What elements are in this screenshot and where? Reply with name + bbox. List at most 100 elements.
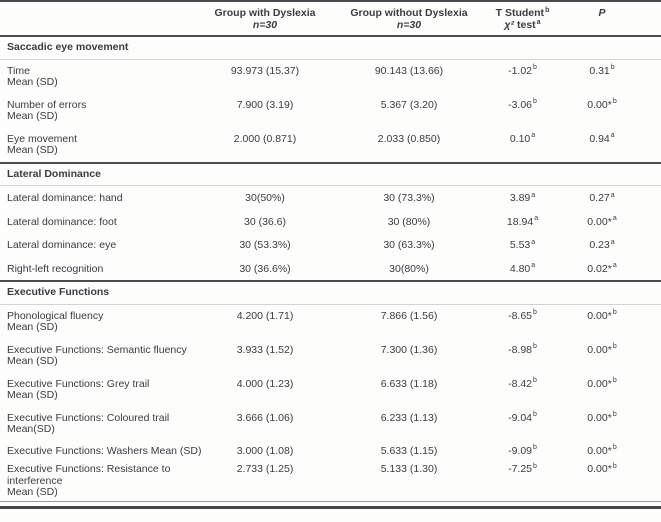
section-header-saccadic-eye-movement: Saccadic eye movement [0,36,661,60]
header-group2-title: Group without Dyslexia [350,7,468,19]
table-row: Executive Functions: Washers Mean (SD) 3… [0,441,661,460]
header-stat-sup-b: b [545,6,550,14]
measure-sublabel: Mean (SD) [7,144,58,156]
cell-group-no-dyslexia: 7.866 (1.56) [380,309,438,322]
measure-label: Time [7,64,30,77]
cell-group-no-dyslexia: 6.233 (1.13) [380,411,438,424]
cell-p-value: 0.00*b [587,444,617,457]
measure-sublabel: Mean (SD) [7,110,58,122]
section-title: Saccadic eye movement [0,36,661,60]
table-row: Executive Functions: Coloured trail Mean… [0,407,661,441]
cell-statistic: -9.09b [508,444,537,457]
header-stat-test: test [516,19,536,31]
cell-measure: Executive Functions: Semantic fluency Me… [0,339,192,373]
cell-group-dyslexia: 2.733 (1.25) [236,463,294,475]
table-row: Right-left recognition 30 (36.6%) 30(80%… [0,257,661,282]
cell-p-value: 0.00*b [587,98,617,111]
cell-statistic: -8.98b [508,343,537,356]
cell-p-value: 0.23a [589,238,615,251]
cell-group-no-dyslexia: 5.133 (1.30) [380,463,438,475]
cell-group-no-dyslexia: 30 (80%) [387,215,431,228]
cell-measure: Lateral dominance: eye [0,233,192,257]
measure-sublabel: Mean(SD) [7,423,55,435]
cell-measure: Time Mean (SD) [0,59,192,94]
cell-measure: Lateral dominance: foot [0,210,192,234]
cell-group-no-dyslexia: 90.143 (13.66) [374,64,444,77]
cell-group-no-dyslexia: 2.033 (0.850) [377,132,441,145]
measure-sublabel: Mean (SD) [7,486,58,498]
cell-p-value: 0.00*b [587,411,617,424]
cell-statistic: -7.25b [508,462,537,475]
table-row: Time Mean (SD) 93.973 (15.37) 90.143 (13… [0,59,661,94]
header-group1-title: Group with Dyslexia [214,7,316,19]
header-statistic: T Studentb χ² testa [480,1,565,37]
header-stat-tstudent: T Student [495,7,545,19]
measure-label: Executive Functions: Grey trail [7,377,150,390]
table-row: Phonological fluency Mean (SD) 4.200 (1.… [0,304,661,339]
table-row: Lateral dominance: eye 30 (53.3%) 30 (63… [0,233,661,257]
table-row: Number of errors Mean (SD) 7.900 (3.19) … [0,94,661,128]
measure-label: Number of errors [7,98,87,111]
cell-group-no-dyslexia: 6.633 (1.18) [380,377,438,390]
cell-measure: Eye movement Mean (SD) [0,128,192,163]
table-header-row: Group with Dyslexia n=30 Group without D… [0,1,661,37]
cell-p-value: 0.31b [589,64,615,77]
section-header-lateral-dominance: Lateral Dominance [0,161,661,186]
cell-statistic: 18.94a [506,215,539,228]
table-row: Executive Functions: Semantic fluency Me… [0,339,661,373]
header-group2-n: n=30 [396,19,422,31]
table-row: Lateral dominance: foot 30 (36.6) 30 (80… [0,210,661,234]
header-stat-line1: T Studentb [480,6,565,20]
measure-label: Lateral dominance: eye [7,239,117,251]
results-table: Group with Dyslexia n=30 Group without D… [0,0,661,501]
measure-label: Right-left recognition [7,262,104,275]
results-table-container: Group with Dyslexia n=30 Group without D… [0,0,661,509]
cell-p-value: 0.00*b [587,343,617,356]
cell-statistic: -3.06b [508,98,537,111]
cell-group-dyslexia: 93.973 (15.37) [230,64,300,77]
cell-group-dyslexia: 4.200 (1.71) [236,309,294,322]
section-title: Executive Functions [0,280,661,305]
cell-measure: Executive Functions: Coloured trail Mean… [0,407,192,441]
header-group-with-dyslexia: Group with Dyslexia n=30 [192,1,338,37]
cell-group-no-dyslexia: 5.367 (3.20) [380,98,438,111]
cell-group-dyslexia: 30 (36.6%) [239,262,291,275]
cell-p-value: 0.02*a [587,262,617,275]
cell-measure: Number of errors Mean (SD) [0,94,192,128]
cell-group-dyslexia: 3.666 (1.06) [236,411,294,424]
table-row: Lateral dominance: hand 30(50%) 30 (73.3… [0,186,661,210]
cell-measure: Executive Functions: Resistance to inter… [0,459,192,501]
cell-p-value: 0.00*b [587,377,617,390]
header-group-without-dyslexia: Group without Dyslexia n=30 [338,1,480,37]
cell-measure: Lateral dominance: hand [0,186,192,210]
cell-group-dyslexia: 7.900 (3.19) [236,98,294,111]
cell-statistic: -8.65b [508,309,537,322]
cell-group-dyslexia: 30 (53.3%) [239,239,291,251]
cell-statistic: -8.42b [508,377,537,390]
measure-label: Executive Functions: Semantic fluency [7,343,187,356]
measure-sublabel: Mean (SD) [7,389,58,401]
cell-group-no-dyslexia: 30 (63.3%) [383,239,435,251]
measure-sublabel: Mean (SD) [7,355,58,367]
cell-group-dyslexia: 4.000 (1.23) [236,377,294,390]
table-row: Eye movement Mean (SD) 2.000 (0.871) 2.0… [0,128,661,163]
cell-group-dyslexia: 2.000 (0.871) [233,132,297,145]
cell-group-no-dyslexia: 30(80%) [389,262,429,275]
header-stat-line2: χ² testa [480,18,565,32]
cell-group-dyslexia: 3.000 (1.08) [236,444,294,457]
header-stat-sup-a: a [536,18,541,26]
measure-label: Executive Functions: Coloured trail [7,411,170,424]
header-empty-cell [0,1,192,37]
cell-measure: Executive Functions: Grey trail Mean (SD… [0,373,192,407]
measure-label: Phonological fluency [7,309,104,322]
header-p-value: P [565,1,661,37]
cell-statistic: -9.04b [508,411,537,424]
cell-statistic: 4.80a [509,262,536,275]
cell-p-value: 0.00*b [587,462,617,475]
cell-group-no-dyslexia: 5.633 (1.15) [380,444,438,457]
section-title: Lateral Dominance [0,161,661,186]
measure-label: Lateral dominance: foot [7,215,117,228]
cell-statistic: 0.10a [509,132,536,145]
measure-label: Lateral dominance: hand [7,192,123,204]
cell-group-no-dyslexia: 30 (73.3%) [383,192,435,204]
